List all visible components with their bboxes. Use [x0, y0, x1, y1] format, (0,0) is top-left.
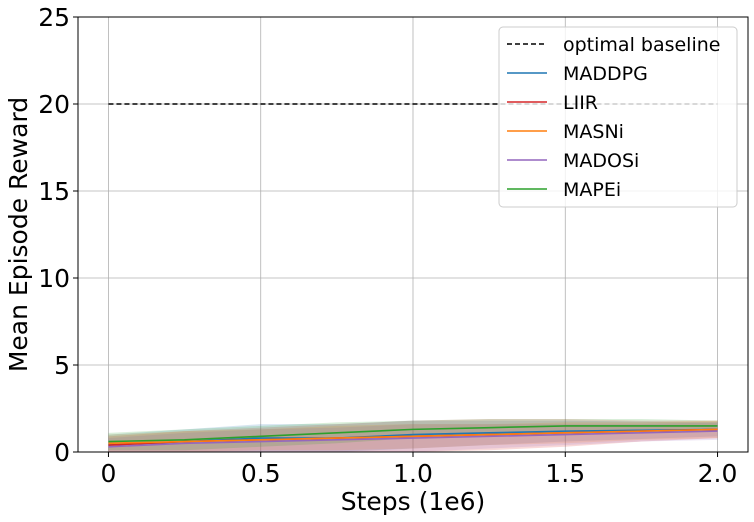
legend-label-liir: LIIR	[563, 92, 598, 114]
y-tick-label: 15	[38, 177, 70, 206]
confidence-bands	[108, 418, 718, 452]
series-line-masni	[108, 428, 718, 445]
legend-label-masni: MASNi	[563, 121, 624, 143]
x-tick-label: 0.5	[241, 459, 281, 488]
legend-label-madosi: MADOSi	[563, 150, 639, 172]
x-tick-label: 1.5	[545, 459, 585, 488]
legend-label-mapei: MAPEi	[563, 179, 621, 201]
x-tick-label: 2.0	[698, 459, 738, 488]
y-axis-label: Mean Episode Reward	[4, 97, 33, 372]
legend-label-optimal-baseline: optimal baseline	[563, 34, 720, 56]
x-tick-label: 0	[101, 459, 117, 488]
y-tick-label: 0	[54, 438, 70, 467]
series-line-madosi	[108, 430, 718, 448]
band-madosi	[108, 422, 718, 452]
axis-ticks: 0 0.5 1.0 1.5 2.0 0 5 10 15 20 25	[38, 3, 737, 488]
legend: optimal baseline MADDPG LIIR MASNi MADOSi MAP…	[498, 26, 738, 208]
legend-label-maddpg: MADDPG	[563, 63, 648, 85]
y-tick-label: 20	[38, 90, 70, 119]
x-axis-label: Steps (1e6)	[341, 487, 486, 516]
legend-box	[498, 26, 738, 208]
x-tick-label: 1.0	[393, 459, 433, 488]
y-tick-label: 10	[38, 264, 70, 293]
y-tick-label: 25	[38, 3, 70, 32]
series-line-mapei	[108, 425, 718, 443]
y-tick-label: 5	[54, 351, 70, 380]
band-liir	[108, 418, 718, 452]
